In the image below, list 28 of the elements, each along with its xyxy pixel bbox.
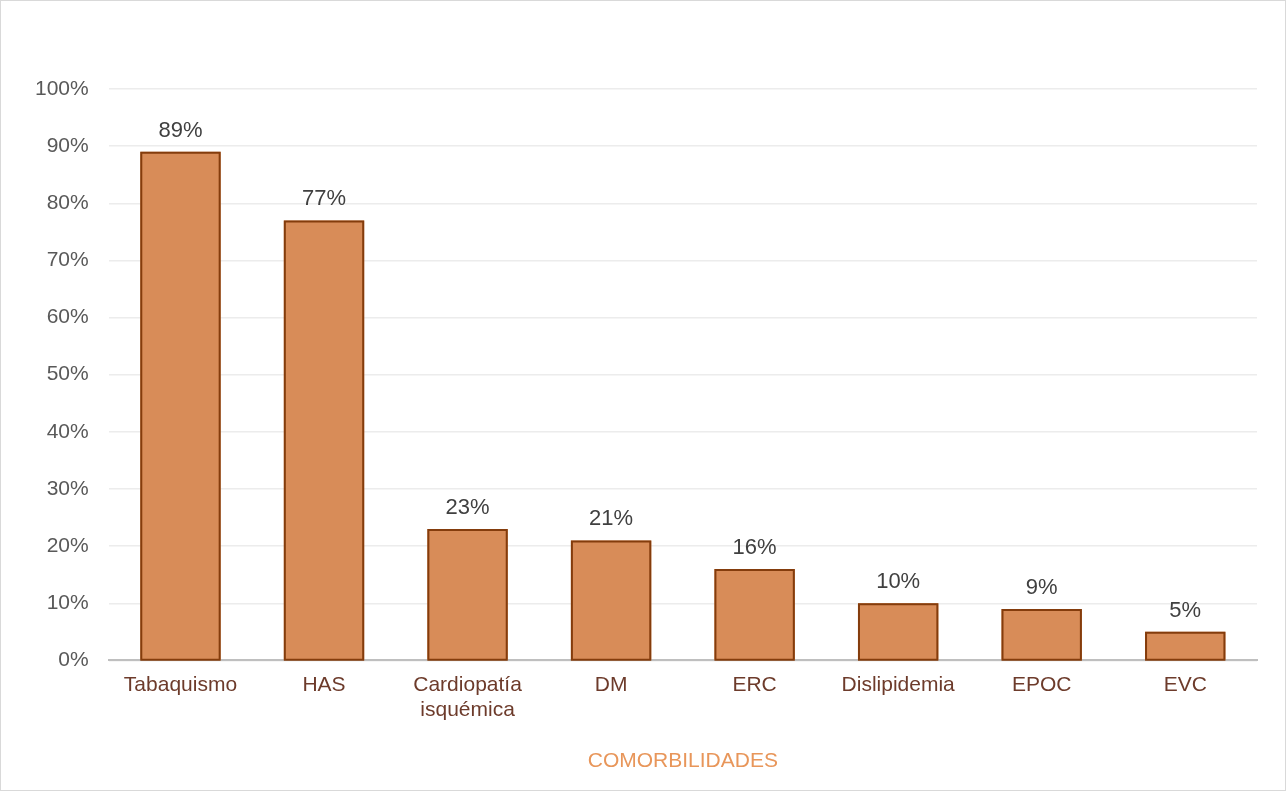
data-label: 77% bbox=[301, 185, 347, 211]
x-tick-label: HAS bbox=[302, 671, 346, 695]
data-label: 16% bbox=[732, 534, 777, 560]
data-label: 89% bbox=[158, 116, 203, 142]
y-tick-label: 40% bbox=[46, 418, 89, 442]
data-label: 23% bbox=[445, 494, 490, 520]
y-tick-label: 100% bbox=[34, 75, 89, 99]
y-tick-label: 10% bbox=[46, 590, 89, 614]
data-label: 9% bbox=[1025, 574, 1058, 600]
x-tick-label: DM bbox=[594, 671, 628, 695]
x-tick-label: EVC bbox=[1163, 671, 1207, 695]
y-tick-label: 70% bbox=[46, 247, 89, 271]
data-label: 21% bbox=[589, 505, 634, 531]
y-tick-label: 80% bbox=[46, 190, 89, 214]
y-tick-label: 20% bbox=[46, 532, 89, 556]
x-tick-label: EPOC bbox=[1011, 671, 1072, 695]
y-tick-label: 0% bbox=[58, 647, 89, 671]
y-tick-label: 60% bbox=[46, 304, 89, 328]
y-tick-label: 50% bbox=[46, 361, 89, 385]
x-axis-title: COMORBILIDADES bbox=[587, 748, 778, 772]
data-label: 5% bbox=[1169, 596, 1202, 622]
x-tick-label: ERC bbox=[732, 671, 777, 695]
y-tick-label: 90% bbox=[46, 132, 89, 156]
x-tick-label: Cardiopatía isquémica bbox=[413, 671, 523, 720]
y-tick-label: 30% bbox=[46, 475, 89, 499]
data-label: 10% bbox=[876, 568, 921, 594]
x-tick-label: Dislipidemia bbox=[841, 671, 956, 695]
x-tick-label: Tabaquismo bbox=[123, 671, 238, 695]
